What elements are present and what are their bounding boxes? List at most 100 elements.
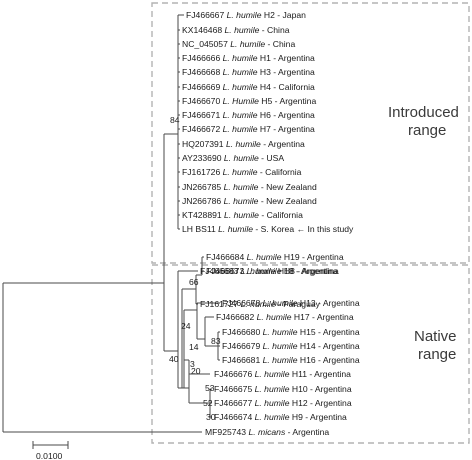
native-range-label-line1: Native [414,328,457,345]
tip-label: FJ466682 L. humile H17 - Argentina [216,312,354,322]
tip-sp: L. humile [220,82,257,92]
tip-acc: FJ466670 [182,96,220,106]
tip-rest: H7 - Argentina [258,124,316,134]
native-range-box [151,264,470,444]
tip-rest: - China [265,39,295,49]
tip-rest: H3 - Argentina [258,67,316,77]
tip-label: FJ466671 L. humile H6 - Argentina [182,110,315,120]
tip-label: JN266785 L. humile - New Zealand [182,182,317,192]
tip-label: FJ466669 L. humile H4 - California [182,82,315,92]
tip-rest: H1 - Argentina [258,53,316,63]
tip-acc: FJ466666 [182,53,220,63]
tip-label: FJ466673 L. humile H8 - Argentina [206,266,339,276]
tip-sp: L. humile [220,53,257,63]
tip-rest: - China [259,25,289,35]
tip-sp: L. humile [224,139,261,149]
bootstrap-introduced: 84 [170,115,180,125]
tip-rest: - New Zealand [258,196,316,206]
introduced-range-label-line2: range [408,122,446,139]
tip-acc: FJ466673 [206,266,244,276]
tip-acc: FJ466676 [214,369,252,379]
bootstrap-14: 14 [189,342,199,352]
tip-sp: L. micans [246,427,286,437]
bootstrap-83: 83 [211,336,221,346]
tip-acc: FJ466675 [214,384,252,394]
tip-label: FJ466666 L. humile H1 - Argentina [182,53,315,63]
tip-acc: FJ466667 [186,10,224,20]
tip-acc: FJ466684 [206,252,244,262]
tip-label: MF925743 L. micans - Argentina [205,427,329,437]
tip-rest: - S. Korea ← In this study [253,224,354,234]
tip-sp: L. humile [222,210,259,220]
tip-rest: H15 - Argentina [298,327,360,337]
tip-sp: L. humile [220,167,257,177]
tip-label: FJ466670 L. Humile H5 - Argentina [182,96,316,106]
tip-label: FJ161726 L. humile - California [182,167,302,177]
tip-rest: H9 - Argentina [290,412,348,422]
tip-sp: L. humile [260,355,297,365]
tip-sp: L. humile [220,67,257,77]
tip-acc: FJ161726 [182,167,220,177]
tip-acc: JN266785 [182,182,221,192]
tip-sp: L. humile [216,224,253,234]
tip-label: FJ466677 L. humile H12 - Argentina [214,398,352,408]
tip-acc: NC_045057 [182,39,228,49]
tip-sp: L. humile [238,299,275,309]
tip-label: FJ466679 L. humile H14 - Argentina [222,341,360,351]
tip-rest: - California [259,210,303,220]
tip-rest: H16 - Argentina [298,355,360,365]
tip-sp: L. humile [260,327,297,337]
tip-label: FJ466668 L. humile H3 - Argentina [182,67,315,77]
tip-label: LH BS11 L. humile - S. Korea ← In this s… [182,224,354,234]
tip-acc: FJ466671 [182,110,220,120]
tip-label: FJ466667 L. humile H2 - Japan [186,10,306,20]
tip-rest: H4 - California [258,82,316,92]
tip-rest: - California [258,167,302,177]
tip-rest: - New Zealand [258,182,316,192]
bootstrap-24: 24 [181,321,191,331]
bootstrap-values: 84 40 66 24 3 83 14 20 53 52 30 [169,115,221,422]
tip-sp: L. humile [252,412,289,422]
tip-sp: L. humile [220,110,257,120]
tip-acc: HQ207391 [182,139,224,149]
tip-label: FJ466678 L. humile H13 - Argentina [222,298,360,308]
tip-rest: - Paraguay [276,299,321,309]
scale-bar-label: 0.0100 [36,451,63,460]
tip-sp: L. humile [252,398,289,408]
tip-sp: L. humile [252,369,289,379]
tip-label: HQ207391 L. humile - Argentina [182,139,305,149]
tip-sp: L. humile [222,25,259,35]
tip-acc: AY233690 [182,153,222,163]
tip-acc: FJ466680 [222,327,260,337]
tip-sp: L. humile [260,341,297,351]
tip-acc: FJ466674 [214,412,252,422]
tip-rest: H13 - Argentina [298,298,360,308]
tip-rest: H19 - Argentina [282,252,344,262]
bootstrap-53: 53 [205,383,215,393]
tip-acc: FJ466682 [216,312,254,322]
tip-rest: H6 - Argentina [258,110,316,120]
tip-sp: L. humile [222,153,259,163]
bootstrap-3: 3 [190,359,195,369]
tip-sp: L. humile [252,384,289,394]
tip-acc: FJ161727 [200,299,238,309]
tip-acc: LH BS11 [182,224,216,234]
tip-label: KT428891 L. humile - California [182,210,303,220]
tip-label: NC_045057 L. humile - China [182,39,295,49]
tip-rest: H17 - Argentina [292,312,354,322]
tip-rest: H2 - Japan [262,10,307,20]
tree-branches [2,14,220,433]
tip-acc: FJ466672 [182,124,220,134]
tip-rest: H18 - Argentina [276,266,338,276]
introduced-range-box [151,2,470,264]
tip-rest: - Argentina [261,139,305,149]
tip-rest: H11 - Argentina [290,369,352,379]
tip-acc: KT428891 [182,210,222,220]
tip-label: FJ466674 L. humile H9 - Argentina [214,412,347,422]
tip-label: FJ466683 L. humile H18 - Argentina [200,266,338,276]
bootstrap-66: 66 [189,277,199,287]
tip-label: FJ466672 L. humile H7 - Argentina [182,124,315,134]
native-range-label-line2: range [418,346,456,363]
tip-sp: L. humile [221,182,258,192]
